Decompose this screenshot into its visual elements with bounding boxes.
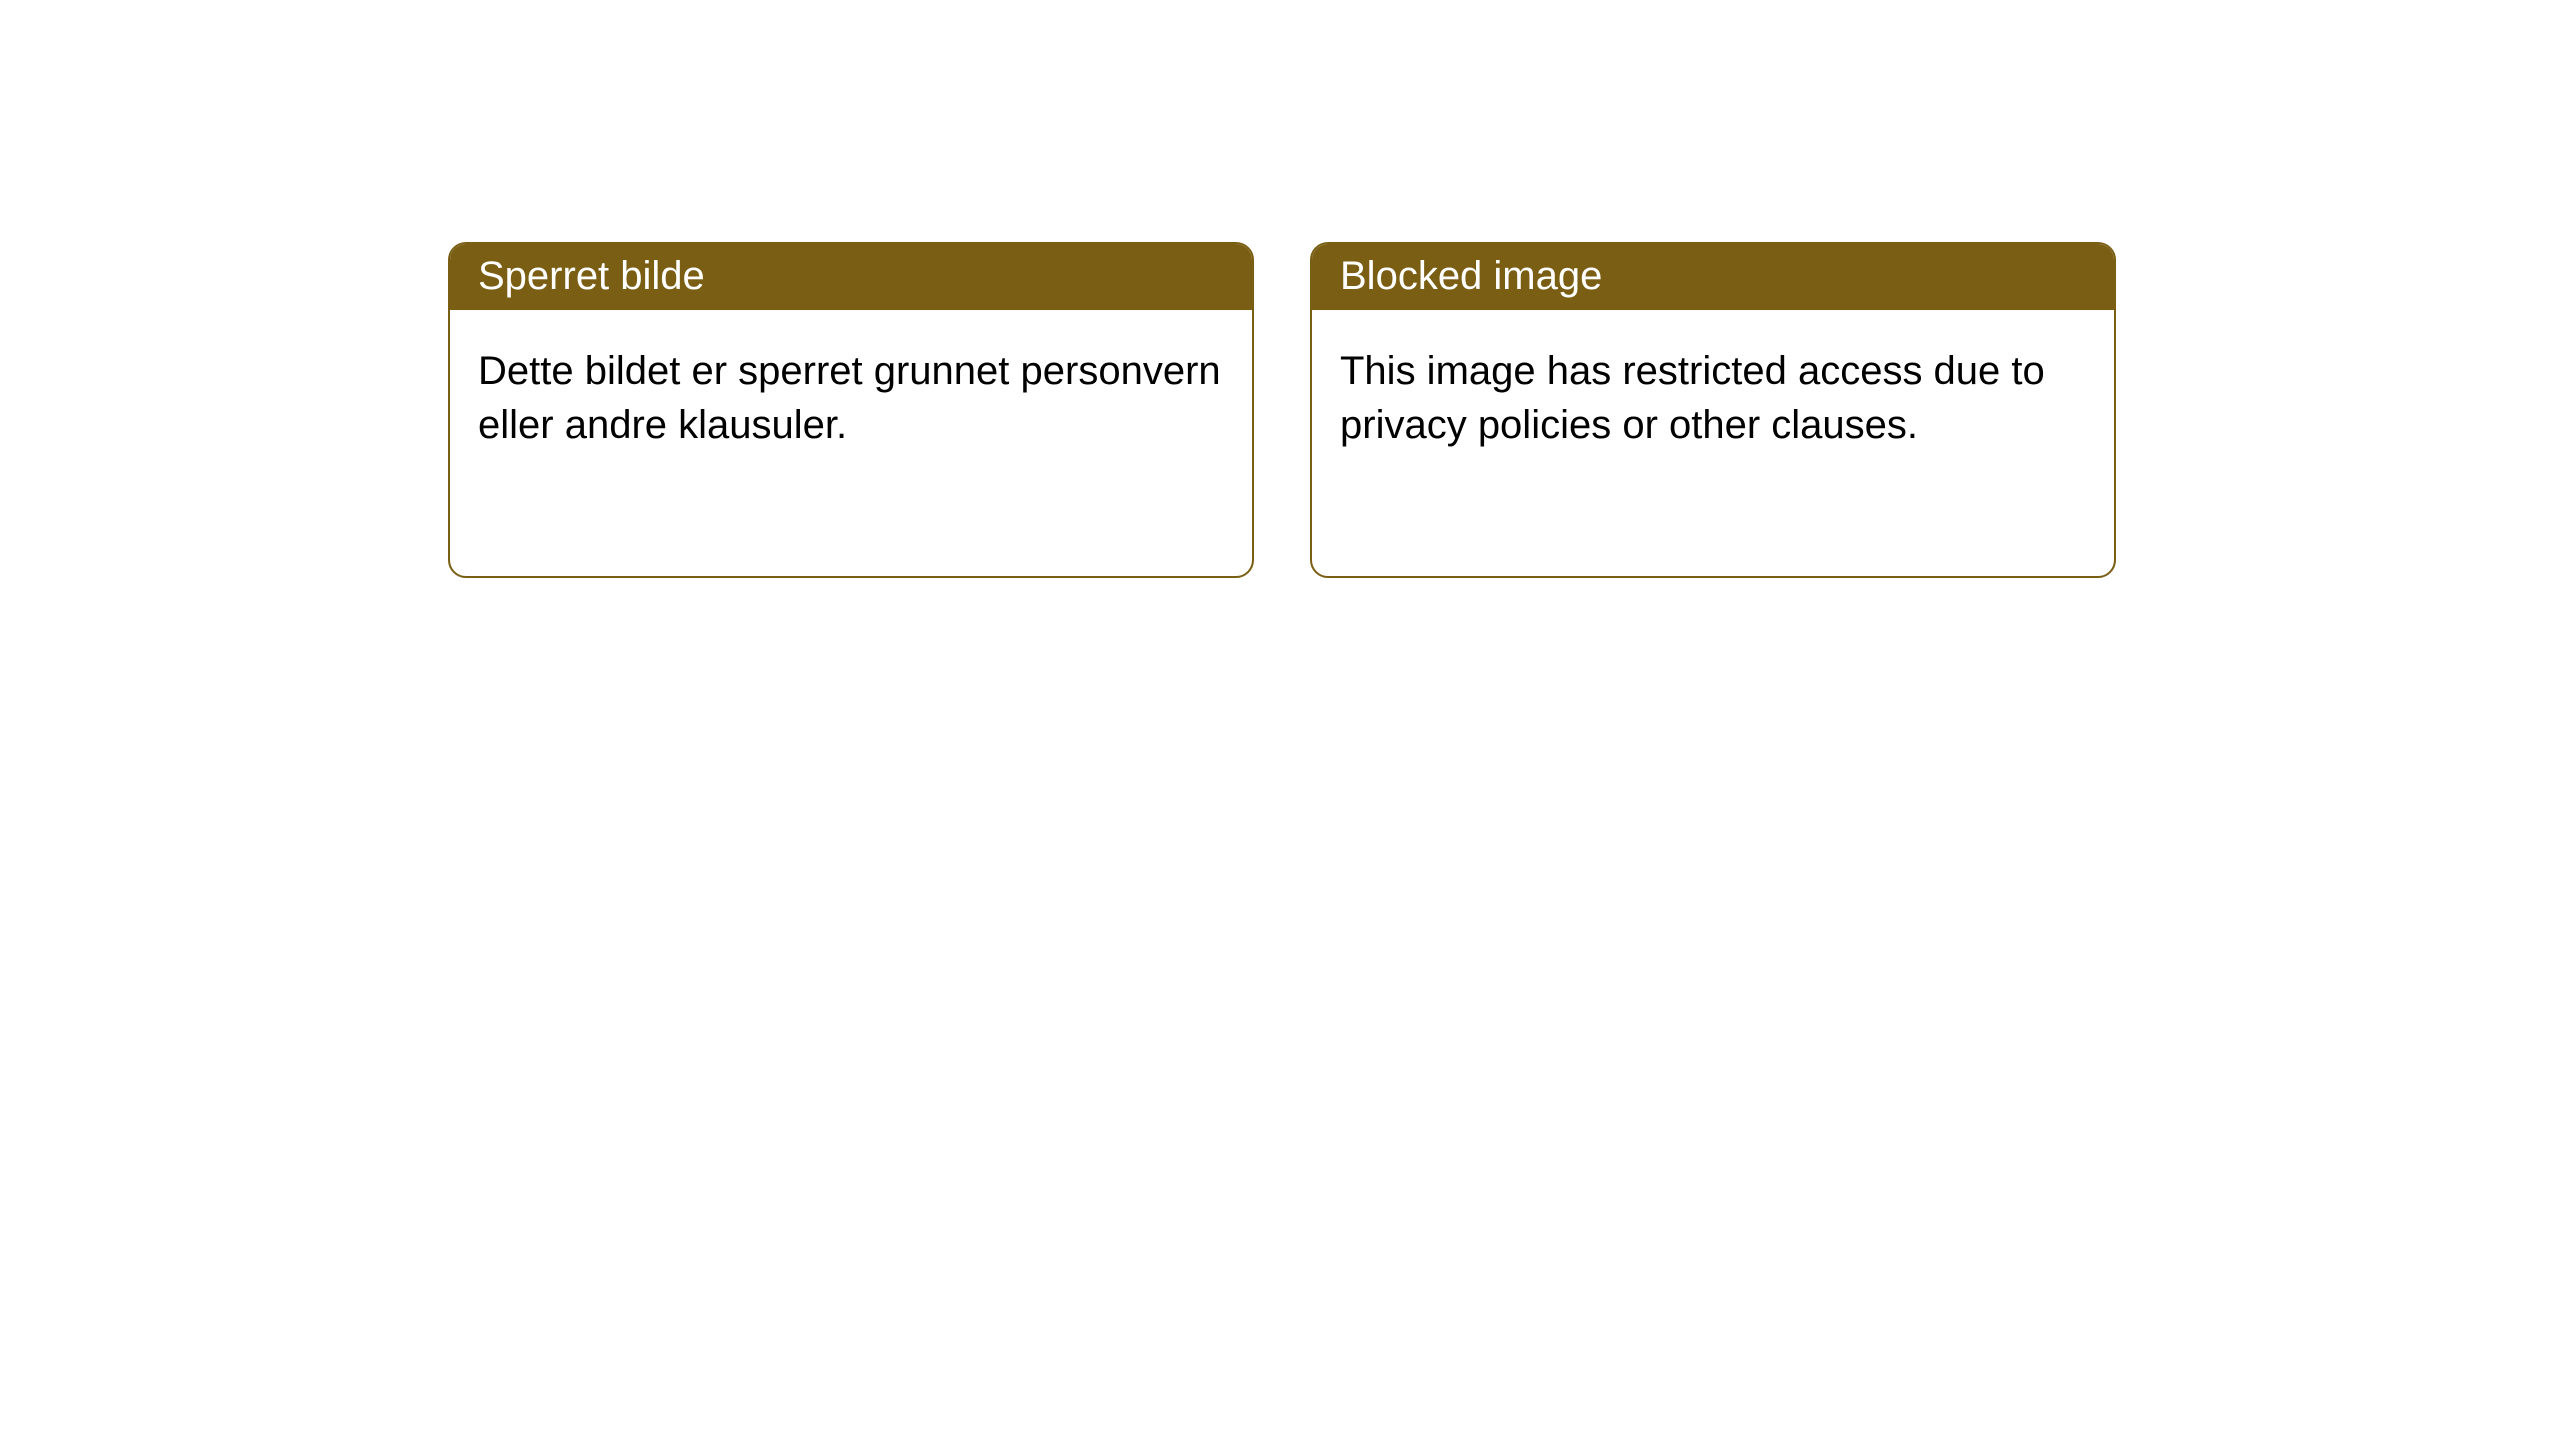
card-header-english: Blocked image	[1312, 244, 2114, 310]
notice-container: Sperret bilde Dette bildet er sperret gr…	[0, 0, 2560, 578]
blocked-image-card-norwegian: Sperret bilde Dette bildet er sperret gr…	[448, 242, 1254, 578]
card-body-english: This image has restricted access due to …	[1312, 310, 2114, 486]
card-header-norwegian: Sperret bilde	[450, 244, 1252, 310]
card-body-norwegian: Dette bildet er sperret grunnet personve…	[450, 310, 1252, 486]
blocked-image-card-english: Blocked image This image has restricted …	[1310, 242, 2116, 578]
